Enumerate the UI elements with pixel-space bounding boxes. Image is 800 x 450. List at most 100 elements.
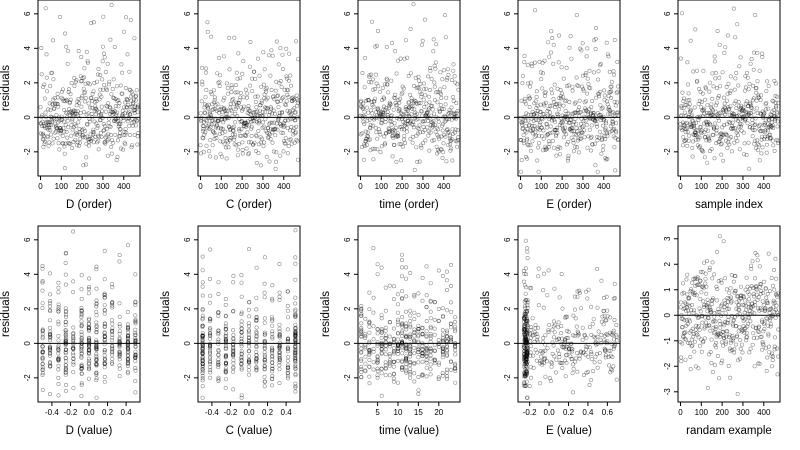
data-point xyxy=(699,147,704,152)
data-point xyxy=(416,388,421,393)
data-point xyxy=(260,109,265,114)
data-point xyxy=(283,118,288,123)
data-point xyxy=(584,122,589,127)
data-point xyxy=(754,106,759,111)
data-point xyxy=(429,125,434,130)
data-point xyxy=(758,129,763,134)
data-point xyxy=(254,149,259,154)
data-point xyxy=(546,268,551,273)
data-point xyxy=(121,118,126,123)
data-point xyxy=(605,308,610,313)
y-tick-label: 6 xyxy=(343,11,352,16)
data-point xyxy=(370,123,375,128)
x-axis-label: sample index xyxy=(695,199,763,211)
data-point xyxy=(252,69,257,74)
data-point xyxy=(223,302,228,307)
data-point xyxy=(293,277,298,282)
data-point xyxy=(48,108,53,113)
points xyxy=(198,20,301,171)
data-point xyxy=(383,352,388,357)
data-point xyxy=(567,100,572,105)
data-point xyxy=(242,120,247,125)
data-point xyxy=(766,83,771,88)
data-point xyxy=(402,127,407,132)
data-point xyxy=(242,104,247,109)
data-point xyxy=(374,81,379,86)
data-point xyxy=(76,48,81,53)
data-point xyxy=(375,106,380,111)
data-point xyxy=(295,103,300,108)
data-point xyxy=(698,89,703,94)
data-point xyxy=(599,106,604,111)
data-point xyxy=(758,111,763,116)
data-point xyxy=(433,60,438,65)
data-point xyxy=(291,97,296,102)
data-point xyxy=(690,280,695,285)
data-point xyxy=(71,346,76,351)
data-point xyxy=(529,112,534,117)
data-point xyxy=(680,128,685,133)
data-point xyxy=(442,85,447,90)
data-point xyxy=(246,364,251,369)
y-tick-label: 2 xyxy=(343,80,352,85)
data-point xyxy=(525,142,530,147)
data-point xyxy=(560,123,565,128)
data-point xyxy=(387,103,392,108)
data-point xyxy=(292,106,297,111)
data-point xyxy=(772,149,777,154)
data-point xyxy=(245,119,250,124)
data-point xyxy=(748,61,753,66)
data-point xyxy=(54,126,59,131)
data-point xyxy=(212,95,217,100)
data-point xyxy=(434,42,439,47)
data-point xyxy=(694,79,699,84)
data-point xyxy=(564,142,569,147)
data-point xyxy=(110,318,115,323)
data-point xyxy=(275,127,280,132)
data-point xyxy=(399,258,404,263)
data-point xyxy=(699,349,704,354)
data-point xyxy=(106,101,111,106)
data-point xyxy=(772,114,777,119)
data-point xyxy=(608,90,613,95)
data-point xyxy=(681,106,686,111)
data-point xyxy=(67,107,72,112)
data-point xyxy=(388,114,393,119)
data-point xyxy=(87,119,92,124)
data-point xyxy=(724,132,729,137)
data-point xyxy=(690,119,695,124)
data-point xyxy=(407,105,412,110)
data-point xyxy=(400,333,405,338)
data-point xyxy=(605,133,610,138)
data-point xyxy=(545,293,550,298)
data-point xyxy=(372,99,377,104)
data-point xyxy=(75,143,80,148)
data-point xyxy=(255,94,260,99)
data-point xyxy=(71,108,76,113)
data-point xyxy=(94,320,99,325)
data-point xyxy=(94,313,99,318)
data-point xyxy=(530,316,535,321)
data-point xyxy=(293,389,298,394)
data-point xyxy=(224,111,229,116)
data-point xyxy=(375,373,380,378)
data-point xyxy=(559,91,564,96)
data-point xyxy=(577,126,582,131)
data-point xyxy=(681,135,686,140)
data-point xyxy=(231,328,236,333)
data-point xyxy=(79,104,84,109)
data-point xyxy=(125,335,130,340)
data-point xyxy=(595,365,600,370)
data-point xyxy=(289,99,294,104)
data-point xyxy=(597,63,602,68)
data-point xyxy=(202,132,207,137)
data-point xyxy=(378,112,383,117)
data-point xyxy=(691,310,696,315)
data-point xyxy=(530,124,535,129)
data-point xyxy=(775,111,780,116)
data-point xyxy=(551,61,556,66)
data-point xyxy=(211,129,216,134)
data-point xyxy=(254,295,259,300)
data-point xyxy=(277,322,282,327)
data-point xyxy=(414,133,419,138)
